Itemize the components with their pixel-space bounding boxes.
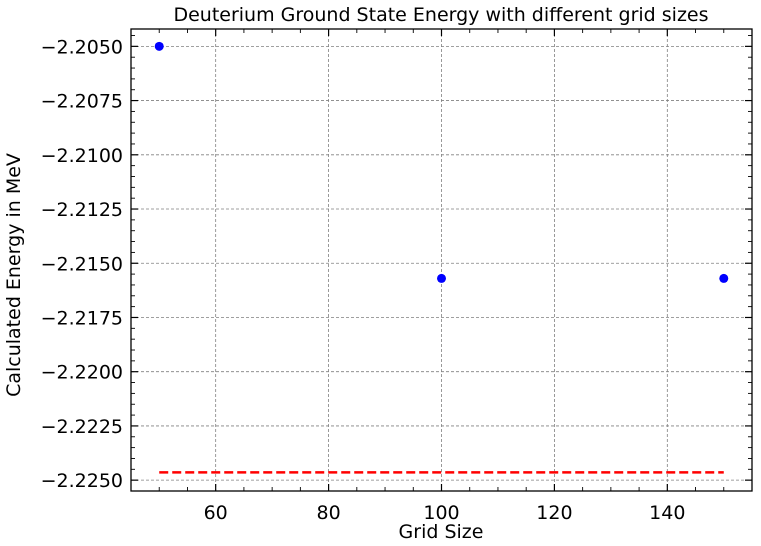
y-tick-label: −2.2150 [41,253,123,275]
x-axis-label: Grid Size [399,521,484,543]
grid [131,29,752,491]
x-tick-label: 120 [536,502,572,524]
x-tick-labels: 60 80 100 120 140 [204,502,686,524]
major-ticks [131,29,752,491]
y-tick-label: −2.2100 [41,145,123,167]
scatter-point [437,273,446,283]
x-tick-label: 100 [423,502,459,524]
y-tick-label: −2.2250 [41,470,123,492]
y-tick-label: −2.2075 [41,91,123,113]
scatter-point [154,41,164,51]
minor-ticks [131,29,752,491]
y-tick-label: −2.2225 [41,416,123,438]
series [154,41,729,474]
y-tick-label: −2.2175 [41,307,123,329]
y-tick-label: −2.2125 [41,199,123,221]
y-tick-label: −2.2200 [41,362,123,384]
x-tick-label: 140 [649,502,685,524]
x-tick-label: 60 [204,502,228,524]
chart-title: Deuterium Ground State Energy with diffe… [173,4,708,26]
plot-frame [130,28,753,492]
y-axis-label: Calculated Energy in MeV [3,153,25,397]
y-tick-label: −2.2050 [41,36,123,58]
scatter-point [719,273,729,283]
y-tick-labels: −2.2050 −2.2075 −2.2100 −2.2125 −2.2150 −2.21… [41,36,123,492]
x-tick-label: 80 [316,502,340,524]
